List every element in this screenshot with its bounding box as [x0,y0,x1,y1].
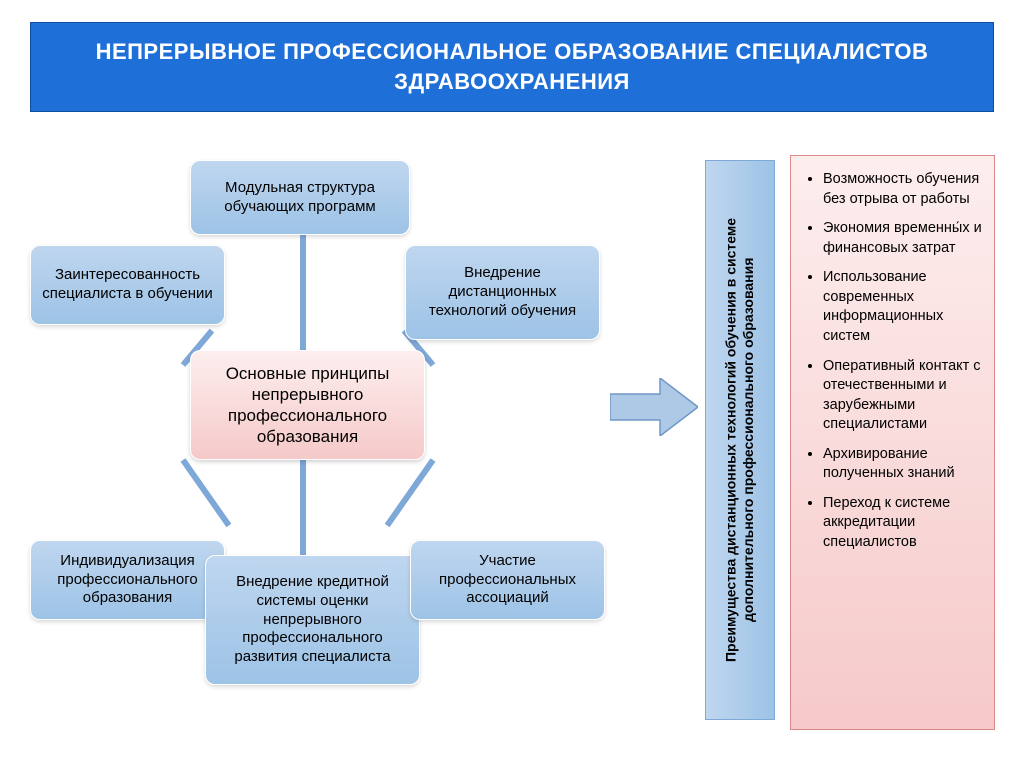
node-label: Индивидуализация профессионального образ… [41,552,214,608]
list-item: Экономия временны́х и финансовых затрат [823,219,984,258]
node-label: Заинтересованность специалиста в обучени… [41,266,214,304]
node-bottom-right: Участие профессиональных ассоциаций [410,540,605,620]
arrow-right-icon [610,378,698,441]
node-top-right: Внедрение дистанционных технологий обуче… [405,245,600,340]
node-bottom-left: Индивидуализация профессионального образ… [30,540,225,620]
node-label: Внедрение дистанционных технологий обуче… [416,264,589,320]
center-node: Основные принципы непрерывного профессио… [190,350,425,460]
list-item: Возможность обучения без отрыва от работ… [823,170,984,209]
node-label: Участие профессиональных ассоциаций [421,552,594,608]
node-label: Внедрение кредитной системы оценки непре… [216,573,409,667]
connector [385,458,436,527]
list-item: Архивирование полученных знаний [823,445,984,484]
connector [300,235,306,350]
node-top: Модульная структура обучающих программ [190,160,410,235]
advantages-list: Возможность обучения без отрыва от работ… [809,170,984,553]
side-label-text: Преимущества дистанционных технологий об… [723,171,758,709]
advantages-panel: Возможность обучения без отрыва от работ… [790,155,995,730]
side-vertical-label: Преимущества дистанционных технологий об… [705,160,775,720]
connector [181,458,232,527]
node-bottom: Внедрение кредитной системы оценки непре… [205,555,420,685]
node-top-left: Заинтересованность специалиста в обучени… [30,245,225,325]
list-item: Оперативный контакт с отечественными и з… [823,357,984,435]
connector [300,460,306,555]
node-label: Модульная структура обучающих программ [201,179,399,217]
page-title: НЕПРЕРЫВНОЕ ПРОФЕССИОНАЛЬНОЕ ОБРАЗОВАНИЕ… [30,22,994,112]
list-item: Использование современных информационных… [823,268,984,346]
center-label: Основные принципы непрерывного профессио… [201,363,414,448]
list-item: Переход к системе аккредитации специалис… [823,494,984,553]
